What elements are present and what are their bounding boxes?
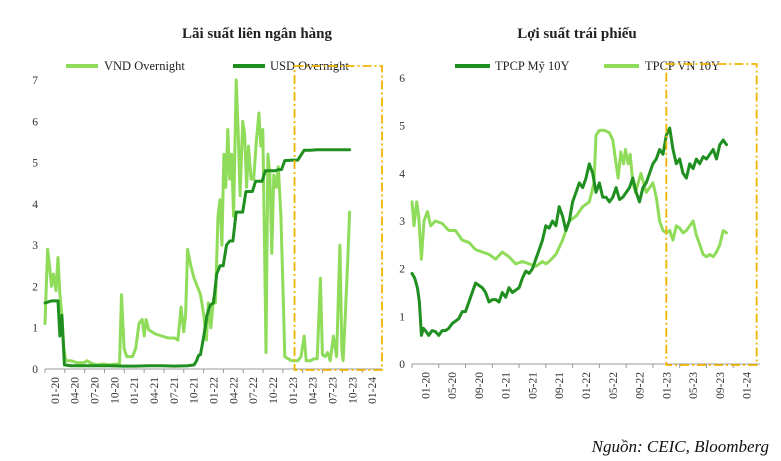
chart2-x-axis: 01-20 05-20 09-20 01-21 05-21 09-21 01-22 05-22… [411,363,760,399]
chart2-xtick-label: 05-21 [527,372,539,399]
chart2-series-tpcp-vn-10y [410,128,728,268]
chart1-highlight-box [293,65,383,371]
chart1-xtick-label: 10-21 [189,377,201,404]
chart1-xtick-label: 01-21 [129,377,141,404]
chart2-xtick-label: 09-21 [554,372,566,399]
chart1-xtick-label: 01-24 [367,377,379,404]
chart1-legend-label-usd: USD Overnight [270,59,349,73]
chart2-ytick-label: 5 [399,121,405,133]
chart1-ytick-label: 3 [32,240,38,252]
chart1-series-usd-overnight [43,148,352,368]
chart1-ytick-label: 4 [32,199,38,211]
chart1-xtick-label: 04-22 [228,377,240,404]
source-note: Nguồn: CEIC, Bloomberg [591,437,769,456]
chart2-xtick-label: 05-22 [608,372,620,399]
chart2-ytick-label: 1 [399,311,405,323]
chart1-xtick-label: 10-20 [109,377,121,404]
chart1-x-axis: 01-20 04-20 07-20 10-20 01-21 04-21 07-21 10-21… [44,368,382,404]
chart2-xtick-label: 01-22 [581,372,593,399]
chart1-title: Lãi suất liên ngân hàng [182,26,333,42]
chart1-xtick-label: 07-22 [248,377,260,404]
chart1-xtick-label: 01-22 [209,377,221,404]
chart2-legend-label-vn: TPCP VN 10Y [645,59,720,73]
chart1-xtick-label: 07-20 [90,377,102,404]
chart2-xtick-label: 05-20 [447,372,459,399]
chart1-ytick-label: 6 [32,116,38,128]
chart2-highlight-box [665,63,758,366]
chart1-series-vnd-overnight [43,78,352,367]
chart2-legend-label-us: TPCP Mỹ 10Y [495,59,570,73]
chart2-y-axis: 0 1 2 3 4 5 6 [399,73,405,371]
chart1-xtick-label: 04-20 [70,377,82,404]
chart1-xtick-label: 01-23 [288,377,300,404]
chart1-ytick-label: 2 [32,281,38,293]
chart2-xtick-label: 01-21 [501,372,513,399]
chart2-xtick-label: 01-24 [742,372,754,399]
chart1-xtick-label: 04-21 [149,377,161,404]
chart2-ytick-label: 2 [399,264,405,276]
chart1-xtick-label: 01-20 [50,377,62,404]
chart2-legend: TPCP Mỹ 10Y TPCP VN 10Y [455,59,720,73]
chart2-series-tpcp-m-10y [410,126,728,337]
chart1-xtick-label: 07-23 [327,377,339,404]
chart2-title: Lợi suất trái phiếu [517,26,637,42]
chart2-xtick-label: 09-20 [474,372,486,399]
chart2-ytick-label: 0 [399,359,405,371]
chart1-ytick-label: 0 [32,364,38,376]
chart1-ytick-label: 1 [32,323,38,335]
chart2-xtick-label: 01-23 [661,372,673,399]
chart2-plot [410,63,758,366]
chart1-xtick-label: 07-21 [169,377,181,404]
chart1-xtick-label: 10-23 [347,377,359,404]
chart1-plot [43,65,383,371]
chart1-legend-label-vnd: VND Overnight [104,59,185,73]
chart1-xtick-label: 10-22 [268,377,280,404]
chart1-ytick-label: 5 [32,158,38,170]
chart2-ytick-label: 6 [399,73,405,85]
chart2-ytick-label: 3 [399,216,405,228]
chart1-legend: VND Overnight USD Overnight [66,59,349,73]
chart1-xtick-label: 04-23 [308,377,320,404]
chart2-xtick-label: 09-23 [715,372,727,399]
chart1-ytick-label: 7 [32,75,38,87]
chart2-xtick-label: 01-20 [420,372,432,399]
chart2-ytick-label: 4 [399,168,405,180]
chart1-y-axis: 0 1 2 3 4 5 6 7 [32,75,38,376]
chart2-xtick-label: 05-23 [688,372,700,399]
chart2-xtick-label: 09-22 [635,372,647,399]
